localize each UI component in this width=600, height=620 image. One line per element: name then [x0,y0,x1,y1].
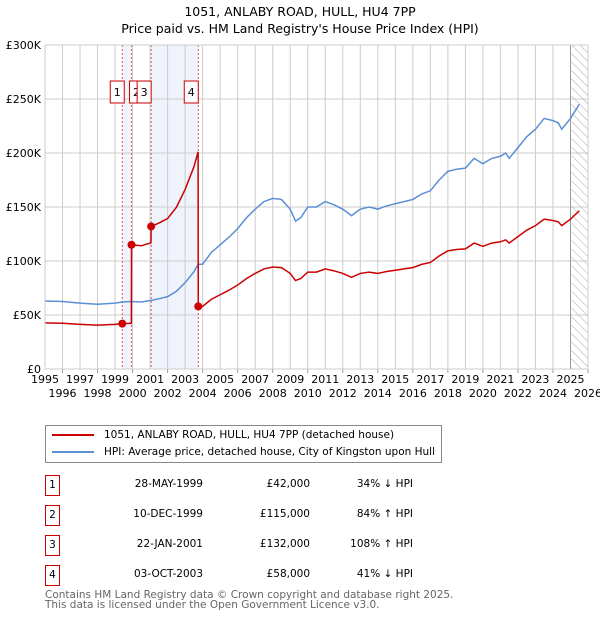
sale-label-3: 3 [136,80,152,104]
sale-hpi-change: 34% ↓ HPI [356,478,413,490]
sale-number-badge: 3 [45,535,60,556]
forecast-hatch [571,45,588,369]
sale-row: 2 10-DEC-1999 £115,000 84% ↑ HPI [45,505,445,526]
hpi-line [44,104,580,305]
sale-label-text: 1 [114,86,121,99]
y-tick-label: £150K [6,201,42,214]
sale-price: £115,000 [259,508,310,520]
sale-label-box [136,80,152,104]
sale-date: 03-OCT-2003 [134,568,203,580]
x-tick-label: 2021 [486,373,514,386]
x-tick-label: 2007 [241,373,269,386]
sale-point-2 [127,240,136,249]
legend-hpi-label: HPI: Average price, detached house, City… [104,446,435,458]
x-tick-label: 2025 [556,373,584,386]
sale-row: 4 03-OCT-2003 £58,000 41% ↓ HPI [45,565,445,586]
legend-hpi-swatch [52,451,94,453]
sale-number-badge: 1 [45,475,60,496]
legend-property-swatch [52,434,94,436]
x-tick-label: 2000 [119,387,147,400]
sale-point-4 [194,302,203,311]
chart-title: 1051, ANLABY ROAD, HULL, HU4 7PP [184,4,416,19]
x-tick-label: 2003 [171,373,199,386]
sale-point-1 [118,319,127,328]
x-tick-label: 1997 [66,373,94,386]
x-tick-label: 2009 [276,373,304,386]
y-tick-label: £100K [6,255,42,268]
legend-property-label: 1051, ANLABY ROAD, HULL, HU4 7PP (detach… [104,429,395,441]
x-tick-label: 1995 [31,373,59,386]
sale-date: 22-JAN-2001 [136,538,203,550]
x-tick-label: 2005 [206,373,234,386]
sale-label-text: 4 [188,86,195,99]
x-tick-label: 2015 [381,373,409,386]
x-tick-label: 2017 [416,373,444,386]
sale-label-text: 2 [133,86,140,99]
x-tick-label: 2004 [189,387,217,400]
x-tick-label: 2026 [574,387,600,400]
y-tick-label: £300K [6,39,42,52]
x-tick-label: 2010 [294,387,322,400]
footer: Contains HM Land Registry data © Crown c… [45,589,454,611]
sale-label-text: 3 [141,86,148,99]
x-tick-label: 1998 [84,387,112,400]
x-tick-label: 2002 [154,387,182,400]
sale-row: 1 28-MAY-1999 £42,000 34% ↓ HPI [45,475,445,496]
x-tick-label: 1996 [49,387,77,400]
x-tick-label: 2019 [451,373,479,386]
sale-number-badge: 2 [45,505,60,526]
sale-price: £58,000 [266,568,310,580]
x-tick-label: 2020 [469,387,497,400]
sale-date: 28-MAY-1999 [134,478,203,490]
x-tick-label: 2014 [364,387,392,400]
x-tick-label: 2008 [259,387,287,400]
legend: 1051, ANLABY ROAD, HULL, HU4 7PP (detach… [45,425,442,463]
y-tick-label: £250K [6,93,42,106]
sale-label-box [109,80,125,104]
sale-hpi-change: 108% ↑ HPI [350,538,413,550]
footer-licence: This data is licensed under the Open Gov… [45,599,380,611]
sale-hpi-change: 84% ↑ HPI [356,508,413,520]
x-tick-label: 1999 [101,373,129,386]
y-tick-label: £200K [6,147,42,160]
x-tick-label: 2012 [329,387,357,400]
sale-price: £132,000 [259,538,310,550]
x-tick-label: 2023 [521,373,549,386]
sale-hpi-change: 41% ↓ HPI [356,568,413,580]
footer-copyright: Contains HM Land Registry data © Crown c… [45,589,454,601]
sale-label-box [183,80,199,104]
x-tick-label: 2018 [434,387,462,400]
x-tick-label: 2016 [399,387,427,400]
y-tick-label: £50K [13,309,42,322]
x-tick-label: 2024 [539,387,567,400]
sale-price: £42,000 [266,478,310,490]
price-chart: 1995199619971998199920002001200220032004… [6,39,600,400]
x-tick-label: 2022 [504,387,532,400]
x-tick-label: 2006 [224,387,252,400]
sale-row: 3 22-JAN-2001 £132,000 108% ↑ HPI [45,535,445,556]
sale-date: 10-DEC-1999 [133,508,203,520]
sale-label-1: 1 [109,80,125,104]
sale-number-badge: 4 [45,565,60,586]
sale-label-4: 4 [183,80,199,104]
chart-subtitle: Price paid vs. HM Land Registry's House … [121,21,479,36]
plot-border [44,44,589,370]
y-tick-label: £0 [27,363,41,376]
x-tick-label: 2013 [346,373,374,386]
x-tick-label: 2001 [136,373,164,386]
x-tick-label: 2011 [311,373,339,386]
sale-point-3 [147,222,156,231]
